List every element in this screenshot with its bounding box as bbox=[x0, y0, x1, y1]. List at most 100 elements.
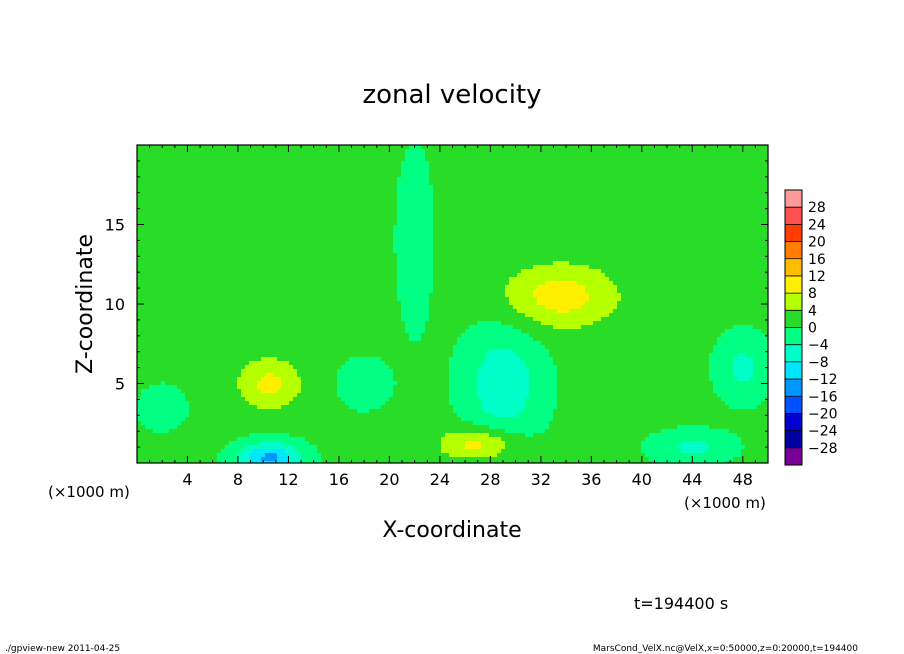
heatmap-cell bbox=[145, 209, 150, 214]
heatmap-cell bbox=[605, 177, 610, 182]
heatmap-cell bbox=[297, 209, 302, 214]
heatmap-cell bbox=[373, 173, 378, 178]
heatmap-cell bbox=[765, 153, 769, 158]
heatmap-cell bbox=[245, 149, 250, 154]
heatmap-cell bbox=[437, 241, 442, 246]
heatmap-cell bbox=[165, 157, 170, 162]
heatmap-cell bbox=[425, 157, 430, 162]
heatmap-cell bbox=[165, 193, 170, 198]
heatmap-cell bbox=[481, 185, 486, 190]
heatmap-cell bbox=[605, 217, 610, 222]
heatmap-cell bbox=[233, 201, 238, 206]
heatmap-cell bbox=[441, 265, 446, 270]
heatmap-cell bbox=[209, 221, 214, 226]
heatmap-cell bbox=[169, 237, 174, 242]
heatmap-cell bbox=[677, 149, 682, 154]
heatmap-cell bbox=[753, 237, 758, 242]
heatmap-cell bbox=[525, 169, 530, 174]
heatmap-cell bbox=[649, 253, 654, 258]
heatmap-cell bbox=[713, 173, 718, 178]
heatmap-cell bbox=[573, 265, 578, 270]
heatmap-cell bbox=[749, 257, 754, 262]
heatmap-cell bbox=[141, 161, 146, 166]
heatmap-cell bbox=[377, 177, 382, 182]
heatmap-cell bbox=[605, 213, 610, 218]
heatmap-cell bbox=[429, 237, 434, 242]
heatmap-cell bbox=[365, 253, 370, 258]
heatmap-cell bbox=[657, 177, 662, 182]
heatmap-cell bbox=[373, 209, 378, 214]
heatmap-cell bbox=[525, 225, 530, 230]
heatmap-cell bbox=[265, 205, 270, 210]
heatmap-cell bbox=[417, 181, 422, 186]
heatmap-cell bbox=[381, 249, 386, 254]
heatmap-cell bbox=[517, 233, 522, 238]
heatmap-cell bbox=[477, 173, 482, 178]
heatmap-cell bbox=[213, 261, 218, 266]
heatmap-cell bbox=[201, 221, 206, 226]
heatmap-cell bbox=[649, 241, 654, 246]
heatmap-cell bbox=[565, 185, 570, 190]
heatmap-cell bbox=[205, 249, 210, 254]
heatmap-cell bbox=[281, 257, 286, 262]
heatmap-cell bbox=[705, 245, 710, 250]
heatmap-cell bbox=[285, 213, 290, 218]
heatmap-cell bbox=[389, 233, 394, 238]
heatmap-cell bbox=[637, 157, 642, 162]
heatmap-cell bbox=[289, 217, 294, 222]
heatmap-cell bbox=[373, 241, 378, 246]
heatmap-cell bbox=[765, 173, 769, 178]
heatmap-cell bbox=[741, 157, 746, 162]
heatmap-cell bbox=[149, 189, 154, 194]
heatmap-cell bbox=[661, 225, 666, 230]
heatmap-cell bbox=[337, 209, 342, 214]
heatmap-cell bbox=[585, 165, 590, 170]
heatmap-cell bbox=[721, 241, 726, 246]
heatmap-cell bbox=[249, 197, 254, 202]
heatmap-cell bbox=[681, 173, 686, 178]
heatmap-cell bbox=[553, 161, 558, 166]
heatmap-cell bbox=[141, 257, 146, 262]
heatmap-cell bbox=[645, 241, 650, 246]
heatmap-cell bbox=[213, 229, 218, 234]
heatmap-cell bbox=[349, 249, 354, 254]
heatmap-cell bbox=[497, 161, 502, 166]
heatmap-cell bbox=[389, 217, 394, 222]
heatmap-cell bbox=[157, 197, 162, 202]
heatmap-cell bbox=[445, 205, 450, 210]
heatmap-cell bbox=[449, 237, 454, 242]
heatmap-cell bbox=[453, 261, 458, 266]
heatmap-cell bbox=[297, 213, 302, 218]
heatmap-cell bbox=[181, 149, 186, 154]
heatmap-cell bbox=[297, 225, 302, 230]
heatmap-cell bbox=[213, 189, 218, 194]
heatmap-cell bbox=[177, 265, 182, 270]
heatmap-cell bbox=[429, 185, 434, 190]
heatmap-cell bbox=[585, 225, 590, 230]
heatmap-cell bbox=[573, 261, 578, 266]
heatmap-cell bbox=[269, 161, 274, 166]
heatmap-cell bbox=[609, 161, 614, 166]
heatmap-cell bbox=[321, 253, 326, 258]
heatmap-cell bbox=[149, 177, 154, 182]
heatmap-cell bbox=[205, 189, 210, 194]
heatmap-cell bbox=[717, 221, 722, 226]
heatmap-cell bbox=[669, 237, 674, 242]
heatmap-cell bbox=[737, 185, 742, 190]
heatmap-cell bbox=[561, 213, 566, 218]
heatmap-cell bbox=[417, 253, 422, 258]
heatmap-cell bbox=[509, 145, 514, 150]
heatmap-cell bbox=[145, 205, 150, 210]
heatmap-cell bbox=[461, 161, 466, 166]
heatmap-cell bbox=[205, 233, 210, 238]
heatmap-cell bbox=[657, 173, 662, 178]
heatmap-cell bbox=[469, 261, 474, 266]
heatmap-cell bbox=[329, 201, 334, 206]
heatmap-cell bbox=[685, 153, 690, 158]
heatmap-cell bbox=[509, 209, 514, 214]
heatmap-cell bbox=[405, 149, 410, 154]
heatmap-cell bbox=[201, 237, 206, 242]
heatmap-cell bbox=[569, 261, 574, 266]
heatmap-cell bbox=[305, 153, 310, 158]
heatmap-cell bbox=[205, 161, 210, 166]
